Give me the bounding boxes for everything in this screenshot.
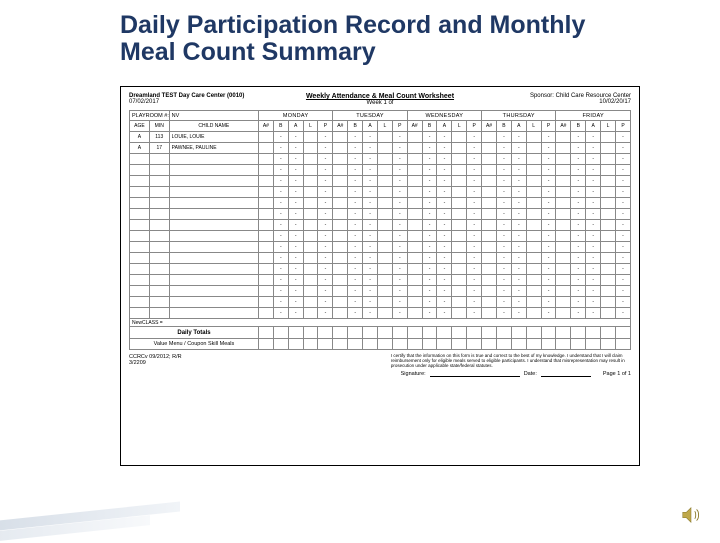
table-row: ---------------	[130, 198, 631, 209]
header-right: Sponsor: Child Care Resource Center 10/0…	[465, 93, 631, 105]
page-label: Page 1 of 1	[603, 371, 631, 377]
table-row: ---------------	[130, 209, 631, 220]
attendance-grid: PLAYROOM #: NV MONDAY TUESDAY WEDNESDAY …	[129, 110, 631, 350]
table-row: ---------------	[130, 187, 631, 198]
playroom-value: NV	[169, 111, 258, 121]
signature-line	[430, 371, 520, 377]
table-row: ---------------	[130, 275, 631, 286]
day-hdr-4: FRIDAY	[556, 111, 631, 121]
table-row: ---------------	[130, 264, 631, 275]
daily-totals-row: Daily Totals	[130, 327, 631, 339]
header-right-date: 10/02/20/17	[465, 99, 631, 105]
col-name: CHILD NAME	[169, 121, 258, 132]
form-title: Weekly Attendance & Meal Count Worksheet	[297, 93, 463, 100]
table-row: ---------------	[130, 297, 631, 308]
table-row: ---------------	[130, 220, 631, 231]
footer-left: CCRCv 09/2012; R/R 3/2209	[129, 354, 391, 369]
form-header: Dreamland TEST Day Care Center (0010) 07…	[129, 93, 631, 106]
table-row: A113LOUIE, LOUIE---------------	[130, 132, 631, 143]
form-footer: CCRCv 09/2012; R/R 3/2209 I certify that…	[129, 354, 631, 369]
table-row: ---------------	[130, 176, 631, 187]
newclass-row: NewCLASS =	[130, 319, 631, 327]
header-center: Weekly Attendance & Meal Count Worksheet…	[297, 93, 463, 106]
header-left-date: 07/02/2017	[129, 99, 295, 105]
col-min: MIN	[149, 121, 169, 132]
header-left: Dreamland TEST Day Care Center (0010) 07…	[129, 93, 295, 105]
slide-title: Daily Participation Record and Monthly M…	[120, 12, 640, 66]
date-line	[541, 371, 591, 377]
signature-label: Signature:	[401, 371, 426, 377]
date-label: Date:	[524, 371, 537, 377]
playroom-label: PLAYROOM #:	[130, 111, 170, 121]
col-age: AGE	[130, 121, 150, 132]
table-row: ---------------	[130, 165, 631, 176]
table-row: A17PAWNEE, PAULINE---------------	[130, 143, 631, 154]
slide-decoration	[0, 480, 220, 540]
day-hdr-1: TUESDAY	[333, 111, 407, 121]
footer-date: 3/2209	[129, 360, 391, 366]
newclass-label: NewCLASS =	[130, 319, 631, 327]
cert-text: I certify that the information on this f…	[391, 354, 631, 369]
table-row: ---------------	[130, 154, 631, 165]
worksheet-form: Dreamland TEST Day Care Center (0010) 07…	[120, 86, 640, 466]
playroom-row: PLAYROOM #: NV MONDAY TUESDAY WEDNESDAY …	[130, 111, 631, 121]
skill-meals-label: Value Menu / Coupon Skill Meals	[130, 339, 259, 350]
table-row: ---------------	[130, 231, 631, 242]
daily-totals-label: Daily Totals	[130, 327, 259, 339]
day-hdr-2: WEDNESDAY	[407, 111, 481, 121]
column-headers: AGE MIN CHILD NAME A#BALP A#BALP A#BALP …	[130, 121, 631, 132]
signature-row: Signature: Date: Page 1 of 1	[129, 371, 631, 377]
speaker-icon	[680, 504, 702, 526]
table-row: ---------------	[130, 308, 631, 319]
week-of: Week 1 of	[297, 100, 463, 106]
day-hdr-3: THURSDAY	[482, 111, 556, 121]
table-row: ---------------	[130, 242, 631, 253]
table-row: ---------------	[130, 253, 631, 264]
day-hdr-0: MONDAY	[258, 111, 332, 121]
skill-meals-row: Value Menu / Coupon Skill Meals	[130, 339, 631, 350]
table-row: ---------------	[130, 286, 631, 297]
